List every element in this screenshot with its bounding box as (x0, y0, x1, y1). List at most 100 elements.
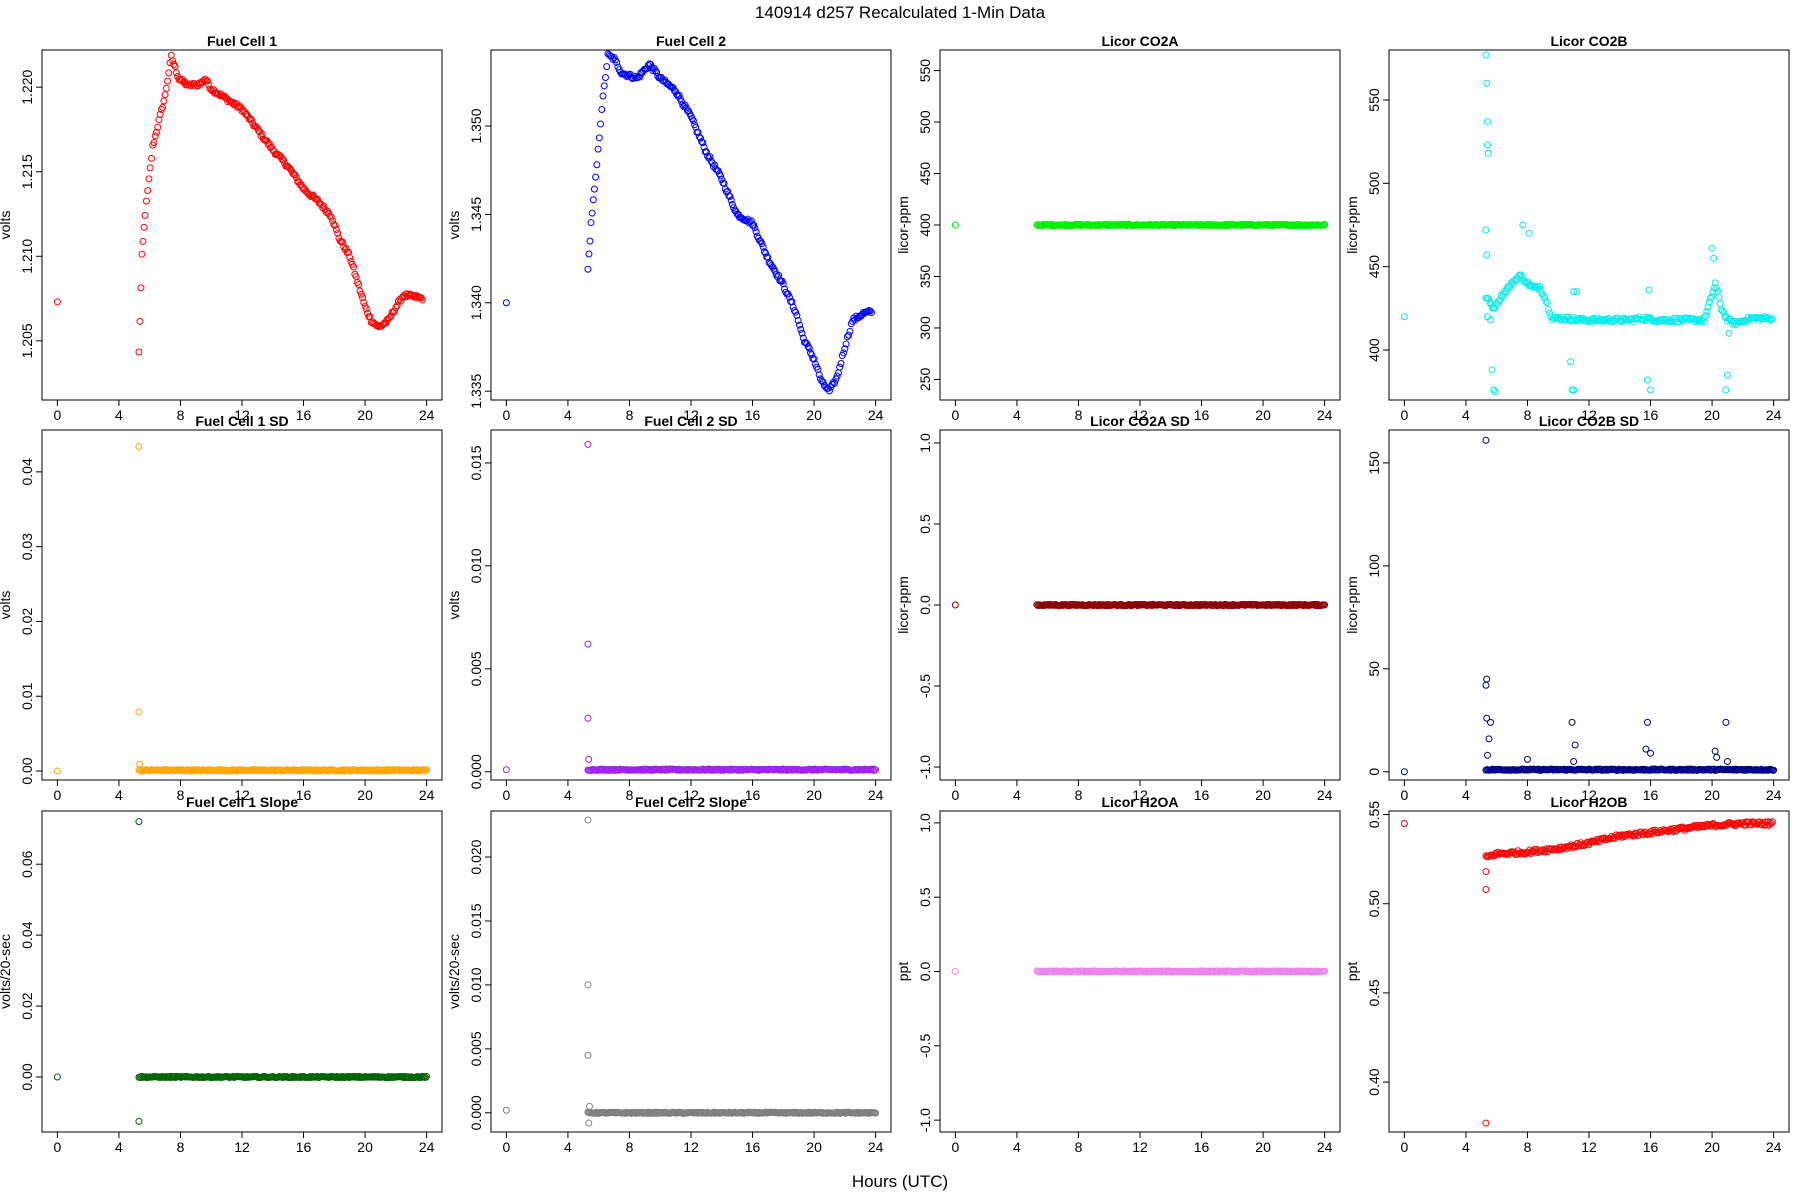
x-tick-label: 24 (419, 1139, 435, 1155)
data-point (1483, 251, 1491, 259)
x-tick-label: 16 (1643, 407, 1659, 423)
data-point (1483, 675, 1491, 683)
y-tick-label: 0.020 (468, 839, 484, 874)
x-tick-label: 24 (868, 1139, 884, 1155)
panel-fuel-cell-2-slope: Fuel Cell 2 Slope volts/20-sec 0 4 8 12 16 20 24… (446, 794, 892, 1155)
data-point (502, 299, 510, 307)
data-point (252, 123, 260, 131)
data-point (391, 307, 399, 315)
data-point (1571, 741, 1579, 749)
data-point (951, 221, 959, 229)
data-point (585, 1102, 593, 1110)
x-tick-label: 16 (1194, 407, 1210, 423)
data-point (1719, 307, 1727, 315)
data-point (385, 314, 393, 322)
data-point (1570, 288, 1578, 296)
x-tick-label: 20 (1255, 787, 1271, 803)
data-point (795, 321, 803, 329)
x-tick-label: 8 (1524, 787, 1532, 803)
x-tick-label: 4 (564, 407, 572, 423)
data-point (825, 387, 833, 395)
data-point (350, 263, 358, 271)
y-axis-label: volts/20-sec (0, 934, 13, 1009)
data-point (1484, 295, 1492, 303)
data-point (346, 253, 354, 261)
y-tick-label: 300 (917, 316, 933, 340)
x-tick-label: 0 (502, 1139, 510, 1155)
data-point (303, 188, 311, 196)
data-point (359, 294, 367, 302)
x-tick-label: 0 (951, 407, 959, 423)
data-point (727, 196, 735, 204)
y-tick-label: 500 (917, 110, 933, 134)
data-point (594, 145, 602, 153)
data-point (418, 296, 426, 304)
data-point (141, 211, 149, 219)
data-point (1645, 286, 1653, 294)
y-tick-label: 0.010 (468, 967, 484, 1002)
x-tick-label: 4 (564, 787, 572, 803)
data-point (164, 77, 172, 85)
y-tick-label: 0.02 (19, 608, 35, 635)
x-tick-label: 16 (296, 1139, 312, 1155)
data-point (670, 87, 678, 95)
x-tick-label: 0 (951, 1139, 959, 1155)
data-point (804, 342, 812, 350)
data-point (139, 237, 147, 245)
data-point (590, 185, 598, 193)
data-point (758, 240, 766, 248)
x-tick-label: 16 (1643, 787, 1659, 803)
panel-fuel-cell-1-sd: Fuel Cell 1 SD volts 0 4 8 12 16 20 24 0.00 0.01 0.… (0, 413, 443, 803)
data-point (150, 139, 158, 147)
data-point (846, 327, 854, 335)
data-point (584, 440, 592, 448)
data-point (588, 209, 596, 217)
data-point (393, 301, 401, 309)
data-point (601, 73, 609, 81)
data-point (161, 91, 169, 99)
data-point (1483, 751, 1491, 759)
x-tick-label: 8 (177, 787, 185, 803)
x-tick-label: 24 (1766, 787, 1782, 803)
y-tick-label: 550 (1366, 88, 1382, 112)
data-point (792, 308, 800, 316)
data-point (53, 767, 61, 775)
panel-title: Fuel Cell 2 SD (644, 413, 737, 429)
data-point (766, 260, 774, 268)
data-point (694, 128, 702, 136)
y-tick-label: 0.000 (468, 1095, 484, 1130)
y-tick-label: 450 (1366, 255, 1382, 279)
x-tick-label: 16 (1194, 787, 1210, 803)
data-point (1484, 149, 1492, 157)
data-point (1723, 757, 1731, 765)
x-tick-label: 16 (745, 1139, 761, 1155)
panel-title: Licor CO2A (1101, 33, 1178, 49)
data-point (603, 63, 611, 71)
y-tick-label: 1.345 (468, 197, 484, 232)
data-point (1483, 714, 1491, 722)
data-point (730, 204, 738, 212)
data-point (53, 1073, 61, 1081)
y-tick-label: 1.350 (468, 108, 484, 143)
plot-frame (41, 429, 443, 781)
data-point (1531, 283, 1539, 291)
x-tick-label: 8 (626, 407, 634, 423)
x-tick-label: 16 (1194, 1139, 1210, 1155)
data-point (1483, 79, 1491, 87)
x-tick-label: 16 (296, 407, 312, 423)
plot-frame (490, 429, 892, 781)
data-point (145, 175, 153, 183)
y-tick-label: 1.220 (19, 69, 35, 104)
data-point (342, 244, 350, 252)
data-point (585, 250, 593, 258)
data-point (1708, 293, 1716, 301)
data-point (842, 340, 850, 348)
x-tick-label: 8 (1075, 787, 1083, 803)
data-point (599, 92, 607, 100)
data-point (647, 61, 655, 69)
data-point (220, 92, 228, 100)
data-point (584, 1051, 592, 1059)
data-point (586, 237, 594, 245)
plot-frame (1388, 429, 1790, 781)
